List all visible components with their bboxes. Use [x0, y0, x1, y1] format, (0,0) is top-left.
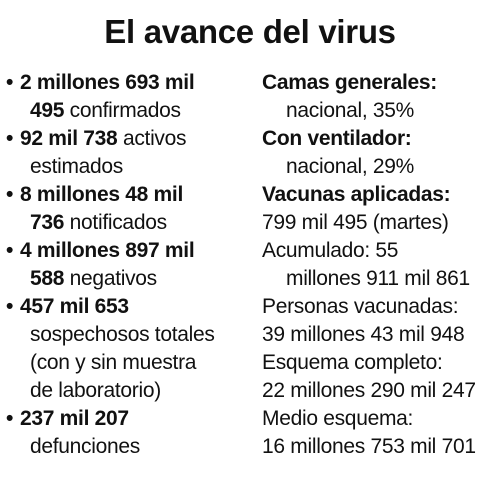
vacunas-label: Vacunas aplicadas: — [262, 181, 498, 209]
list-item-negativos: • 4 millones 897 mil — [6, 237, 256, 265]
medio-value: 16 millones 753 mil 701 — [262, 435, 476, 458]
activos-number: 92 mil 738 — [20, 127, 118, 150]
bullet-icon: • — [6, 407, 14, 430]
activos-label: activos — [117, 127, 187, 150]
stats-left-column: • 2 millones 693 mil 495 confirmados • 92 … — [6, 69, 256, 461]
confirmados-number-end: 495 — [30, 99, 65, 122]
notificados-number-end: 736 — [30, 211, 65, 234]
ventilador-value: nacional, 29% — [286, 155, 415, 178]
vacunas-heading: Vacunas aplicadas: — [262, 183, 451, 206]
list-item-confirmados: • 2 millones 693 mil — [6, 69, 256, 97]
acumulado-line-2: millones 911 mil 861 — [286, 267, 470, 290]
completo-label: Esquema completo: — [262, 351, 443, 374]
personas-value: 39 millones 43 mil 948 — [262, 323, 465, 346]
stats-right-column: Camas generales: nacional, 35% Con venti… — [262, 69, 498, 461]
sospechosos-line-3: (con y sin muestra — [30, 351, 197, 374]
negativos-line-2: 588 negativos — [6, 265, 256, 293]
notificados-label: notificados — [64, 211, 167, 234]
notificados-line-2: 736 notificados — [6, 209, 256, 237]
camas-heading: Camas generales: — [262, 71, 437, 94]
page-title: El avance del virus — [104, 13, 396, 50]
acumulado-line-1: Acumulado: 55 — [262, 239, 399, 262]
defunciones-number: 237 mil 207 — [20, 407, 129, 430]
bullet-icon: • — [6, 127, 14, 150]
bullet-icon: • — [6, 183, 14, 206]
negativos-label: negativos — [64, 267, 158, 290]
camas-value: nacional, 35% — [286, 99, 415, 122]
notificados-number: 8 millones 48 mil — [20, 183, 183, 206]
defunciones-line-2: defunciones — [30, 435, 140, 458]
negativos-number-end: 588 — [30, 267, 65, 290]
completo-value: 22 millones 290 mil 247 — [262, 379, 476, 402]
confirmados-line-2: 495 confirmados — [6, 97, 256, 125]
confirmados-number: 2 millones 693 mil — [20, 71, 195, 94]
list-item-sospechosos: • 457 mil 653 — [6, 293, 256, 321]
confirmados-label: confirmados — [64, 99, 181, 122]
medio-label: Medio esquema: — [262, 407, 414, 430]
list-item-notificados: • 8 millones 48 mil — [6, 181, 256, 209]
negativos-number: 4 millones 897 mil — [20, 239, 195, 262]
sospechosos-line-4: de laboratorio) — [30, 379, 161, 402]
activos-line-2: estimados — [30, 155, 124, 178]
list-item-defunciones: • 237 mil 207 — [6, 405, 256, 433]
camas-label: Camas generales: — [262, 69, 498, 97]
sospechosos-number: 457 mil 653 — [20, 295, 129, 318]
personas-label: Personas vacunadas: — [262, 295, 459, 318]
vacunas-value: 799 mil 495 (martes) — [262, 211, 449, 234]
bullet-icon: • — [6, 71, 14, 94]
ventilador-heading: Con ventilador: — [262, 127, 412, 150]
bullet-icon: • — [6, 295, 14, 318]
list-item-activos: • 92 mil 738 activos — [6, 125, 256, 153]
bullet-icon: • — [6, 239, 14, 262]
sospechosos-line-2: sospechosos totales — [30, 323, 215, 346]
ventilador-label: Con ventilador: — [262, 125, 498, 153]
